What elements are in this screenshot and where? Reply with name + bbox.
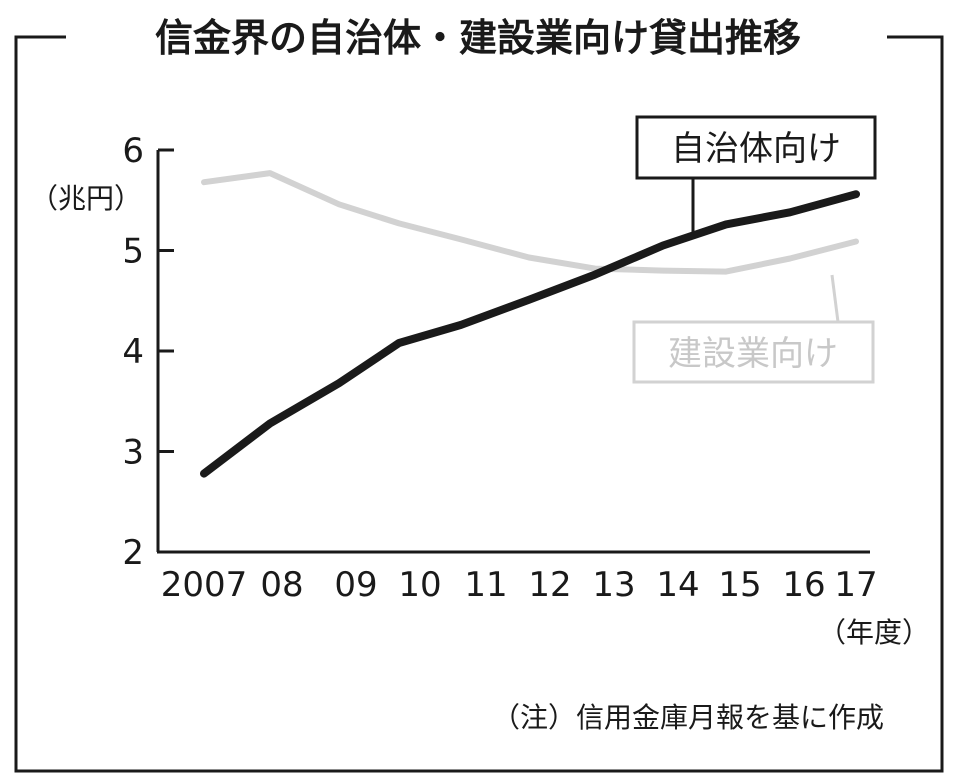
legend-leader-kensetsu (830, 274, 840, 323)
x-tick-label: 12 (528, 565, 571, 605)
legend-label-jichitai: 自治体向け (671, 129, 841, 169)
x-tick-label: 11 (464, 565, 507, 605)
x-tick-label: 08 (260, 565, 303, 605)
legend-label-kensetsu: 建設業向け (668, 334, 838, 374)
chart-title: 信金界の自治体・建設業向け貸出推移 (155, 16, 801, 60)
y-tick-label: 4 (122, 332, 144, 372)
legend-box-kensetsu (632, 320, 875, 384)
series-line-kensetsu (201, 170, 859, 275)
legend-box-jichitai (635, 115, 877, 180)
y-axis-unit: （兆円） (30, 182, 142, 215)
y-tick-label: 5 (122, 232, 144, 272)
x-tick-label: 10 (398, 565, 441, 605)
x-tick-label: 09 (334, 565, 377, 605)
x-tick-label: 14 (656, 565, 699, 605)
x-tick-label: 2007 (161, 565, 248, 605)
x-tick-label: 17 (834, 565, 877, 605)
x-tick-label: 13 (592, 565, 635, 605)
series-line-jichitai (200, 190, 860, 478)
x-tick-label: 16 (782, 565, 825, 605)
chart-frame (14, 35, 944, 773)
source-note: （注）信用金庫月報を基に作成 (492, 701, 884, 734)
x-axis-unit: （年度） (818, 616, 930, 649)
y-tick-label: 2 (122, 533, 144, 573)
x-tick-label: 15 (718, 565, 761, 605)
y-tick-label: 6 (122, 131, 144, 171)
y-tick-label: 3 (122, 433, 144, 473)
